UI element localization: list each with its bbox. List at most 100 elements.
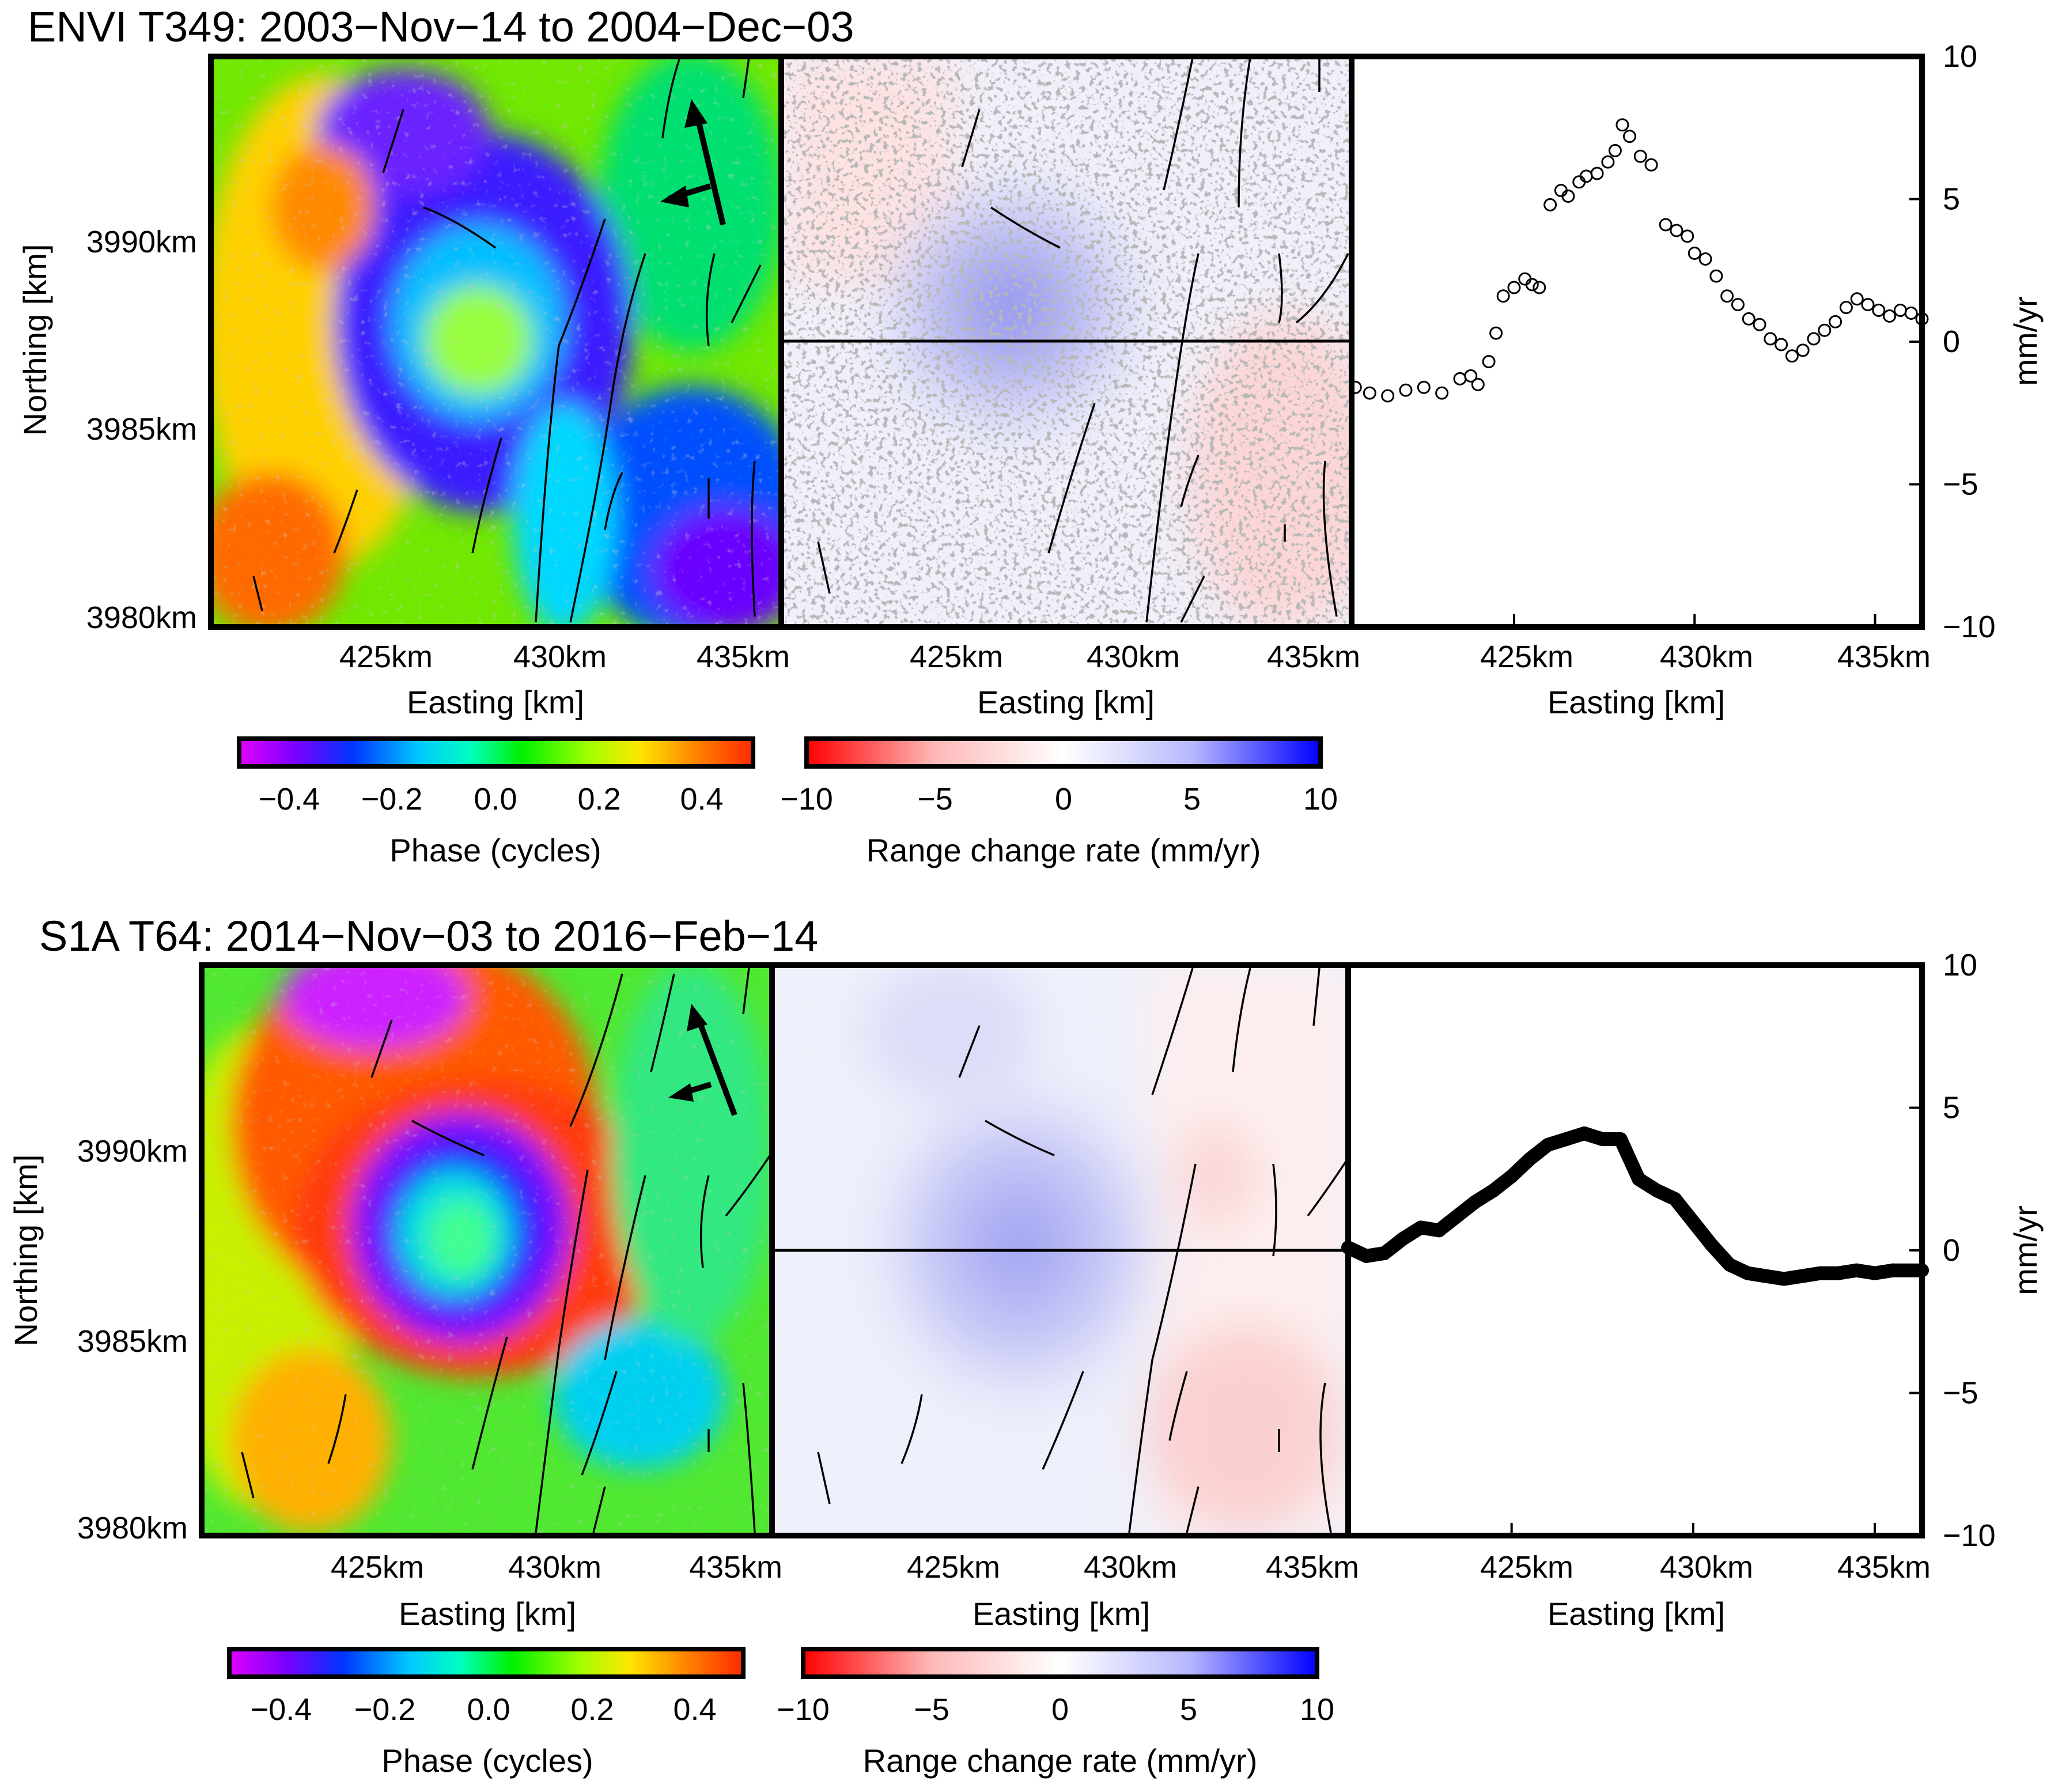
bottom-profile-point (1359, 1249, 1374, 1263)
top-rate-tick-4: 5 (1183, 782, 1201, 816)
bottom-profile-frame (1345, 962, 1925, 1538)
bottom-profile-ytick-label: 0 (1943, 1233, 1960, 1268)
top-profile-point (1363, 386, 1376, 400)
top-ytick-3980: 3980km (86, 600, 197, 635)
bottom-profile-point (1613, 1132, 1628, 1146)
bottom-profile-ytick-label: 5 (1943, 1091, 1960, 1125)
top-profile-ytick-label: −5 (1943, 467, 1978, 502)
bottom-ylabel: Northing [km] (7, 1155, 44, 1347)
top-profile-point (1839, 301, 1853, 315)
bottom-mid-xtick-430: 430km (1084, 1550, 1177, 1585)
top-mid-xtick-430: 430km (1087, 640, 1180, 674)
bottom-left-xtick-425: 425km (331, 1550, 424, 1585)
bottom-profile-point (1832, 1266, 1846, 1280)
top-title: ENVI T349: 2003−Nov−14 to 2004−Dec−03 (28, 3, 854, 51)
bottom-rate-label: Range change rate (mm/yr) (863, 1742, 1258, 1779)
bottom-phase-map (202, 965, 772, 1536)
bottom-left-xlabel: Easting [km] (399, 1596, 576, 1632)
bottom-phase-tick-2: −0.2 (354, 1692, 416, 1727)
bottom-rate-tick-1: −10 (777, 1692, 830, 1727)
bottom-profile-point (1868, 1266, 1882, 1280)
top-right-axis-label: mm/yr (2007, 296, 2044, 386)
top-phase-map (211, 56, 781, 627)
top-mid-xlabel: Easting [km] (977, 684, 1155, 720)
top-profile-point (1904, 307, 1918, 320)
top-rate-tick-3: 0 (1055, 782, 1072, 816)
bottom-profile-point (1414, 1220, 1428, 1235)
top-profile-point (1417, 380, 1431, 394)
top-profile-point (1622, 130, 1636, 143)
bottom-right-axis-label: mm/yr (2007, 1205, 2044, 1295)
top-profile-point (1850, 292, 1864, 306)
bottom-rate-tick-2: −5 (914, 1692, 949, 1727)
bottom-profile-point (1722, 1257, 1736, 1272)
bottom-mid-xtick-425: 425km (907, 1550, 1000, 1585)
bottom-phase-label: Phase (cycles) (381, 1742, 593, 1779)
top-profile-point (1471, 377, 1485, 391)
top-rate-tick-2: −5 (917, 782, 953, 816)
bottom-profile-point (1795, 1269, 1809, 1283)
top-rate-tick-5: 10 (1303, 782, 1338, 816)
top-profile-ytick-label: 10 (1943, 39, 1977, 74)
top-ytick-3985: 3985km (86, 412, 197, 447)
bottom-phase-tick-5: 0.4 (673, 1692, 716, 1727)
top-rate-map (781, 56, 1352, 627)
top-left-xtick-425: 425km (339, 640, 433, 674)
top-profile-point (1381, 389, 1395, 403)
top-profile-point (1633, 149, 1647, 163)
bottom-profile-ytick-label: −10 (1943, 1518, 1996, 1553)
bottom-profile-point (1504, 1169, 1519, 1184)
top-profile-point (1464, 369, 1478, 383)
top-right-xtick-425: 425km (1480, 640, 1573, 674)
top-profile-point (1399, 383, 1413, 397)
top-profile-point (1796, 343, 1810, 357)
bottom-mid-xlabel: Easting [km] (973, 1596, 1150, 1632)
bottom-profile-point (1486, 1184, 1501, 1198)
bottom-phase-colorbar (227, 1647, 746, 1679)
bottom-profile-point (1595, 1132, 1610, 1146)
top-profile-point (1482, 355, 1496, 369)
top-profile-plot: −10 −5 0 5 10 (1348, 39, 1996, 644)
top-profile-point (1615, 118, 1629, 132)
top-profile-point (1720, 289, 1734, 303)
top-profile-point (1731, 298, 1745, 312)
bottom-right-xtick-430: 430km (1660, 1550, 1753, 1585)
bottom-phase-tick-4: 0.2 (570, 1692, 614, 1727)
top-profile-point (1688, 247, 1701, 260)
bottom-profile-point (1741, 1266, 1755, 1280)
bottom-profile-plot: −10 −5 0 5 10 (1341, 948, 1996, 1553)
top-right-xlabel: Easting [km] (1548, 684, 1725, 720)
top-profile-point (1525, 278, 1539, 292)
top-profile-point (1807, 332, 1821, 346)
top-ylabel: Northing [km] (17, 244, 53, 436)
top-profile-ytick-label: 5 (1943, 182, 1960, 217)
bottom-profile-point (1468, 1194, 1482, 1209)
bottom-profile-point (1341, 1241, 1355, 1255)
top-profile-point (1742, 312, 1755, 326)
bottom-rate-tick-5: 10 (1300, 1692, 1334, 1727)
top-profile-point (1818, 323, 1832, 337)
bottom-profile-point (1523, 1152, 1537, 1166)
top-rate-tick-1: −10 (780, 782, 833, 816)
top-profile-point (1785, 349, 1799, 363)
bottom-rate-tick-3: 0 (1051, 1692, 1069, 1727)
top-profile-point (1561, 190, 1575, 203)
top-phase-tick-4: 0.2 (577, 782, 621, 816)
bottom-profile-point (1777, 1272, 1791, 1286)
bottom-right-xlabel: Easting [km] (1548, 1596, 1725, 1632)
top-profile-point (1435, 386, 1449, 400)
top-rate-label: Range change rate (mm/yr) (867, 832, 1261, 868)
bottom-profile-point (1915, 1263, 1929, 1277)
bottom-profile-point (1378, 1246, 1392, 1260)
top-phase-label: Phase (cycles) (389, 832, 601, 868)
bottom-profile-point (1813, 1266, 1828, 1280)
top-profile-point (1915, 312, 1929, 326)
bottom-ytick-3985: 3985km (77, 1324, 188, 1359)
top-profile-point (1861, 298, 1875, 312)
bottom-right-xtick-425: 425km (1480, 1550, 1573, 1585)
bottom-profile-point (1632, 1172, 1646, 1186)
top-phase-tick-1: −0.4 (259, 782, 320, 816)
top-phase-tick-2: −0.2 (361, 782, 423, 816)
bottom-profile-point (1758, 1269, 1773, 1283)
